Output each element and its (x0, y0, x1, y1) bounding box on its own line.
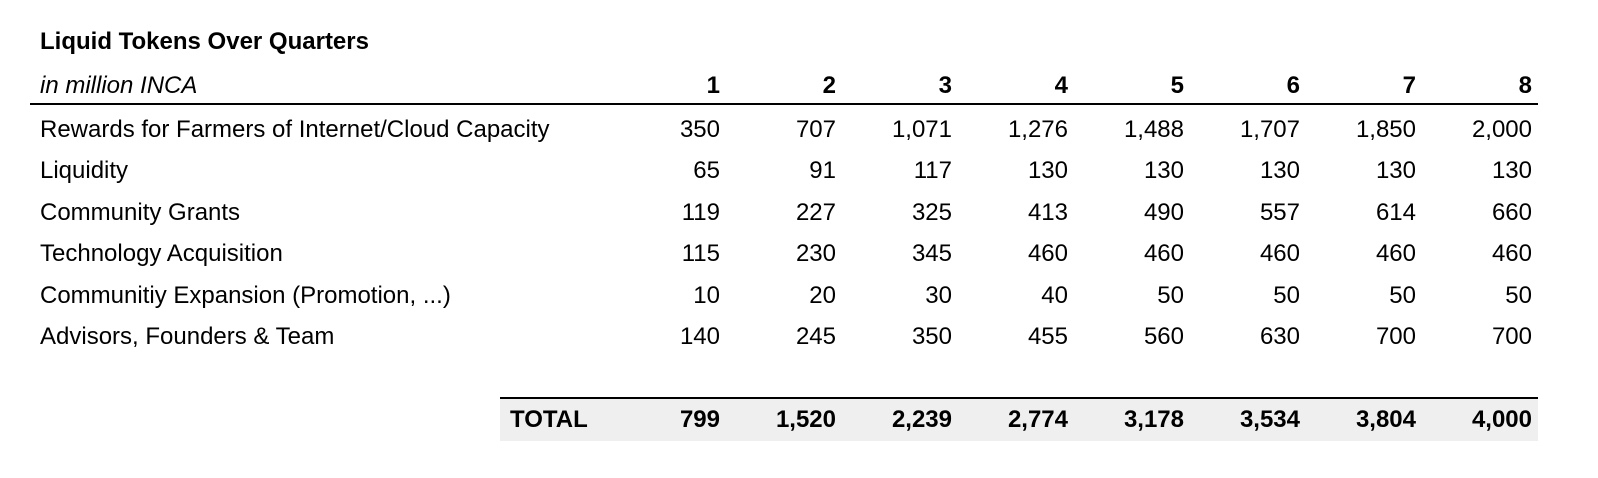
cell: 700 (1491, 323, 1532, 350)
column-header: 5 (1170, 72, 1184, 99)
cell: 130 (1375, 157, 1416, 185)
cell: 227 (795, 198, 836, 226)
cell: 614 (1375, 198, 1416, 226)
total-label: TOTAL (510, 406, 588, 433)
cell: 130 (1027, 157, 1068, 185)
row-label: Advisors, Founders & Team (40, 323, 335, 350)
header-rule (30, 103, 1538, 105)
column-header: 4 (1054, 72, 1068, 99)
cell: 130 (1143, 157, 1184, 185)
cell: 1,276 (1007, 116, 1068, 143)
column-header: 6 (1286, 72, 1300, 99)
total-rule (500, 397, 1538, 399)
cell: 230 (795, 240, 836, 268)
cell: 2,000 (1471, 116, 1532, 143)
cell: 117 (913, 157, 952, 185)
row-label: Community Grants (40, 198, 241, 226)
cell: 245 (795, 323, 836, 350)
total-cell: 799 (679, 406, 720, 433)
total-band (500, 399, 1538, 441)
row-label: Communitiy Expansion (Promotion, ...) (40, 281, 451, 309)
cell: 630 (1259, 323, 1300, 350)
cell: 660 (1491, 198, 1532, 226)
cell: 65 (693, 157, 720, 185)
cell: 455 (1027, 323, 1068, 350)
cell: 345 (911, 240, 952, 268)
row-label: Technology Acquisition (40, 240, 283, 268)
total-cell: 3,804 (1355, 406, 1416, 433)
column-header: 3 (938, 72, 952, 99)
cell: 1,707 (1239, 116, 1300, 143)
cell: 50 (1505, 281, 1532, 309)
cell: 140 (679, 323, 720, 350)
cell: 490 (1143, 198, 1184, 226)
cell: 460 (1027, 240, 1068, 268)
total-cell: 1,520 (775, 406, 836, 433)
cell: 460 (1143, 240, 1184, 268)
cell: 560 (1143, 323, 1184, 350)
subtitle: in million INCA (40, 72, 198, 99)
cell: 30 (925, 281, 952, 309)
cell: 1,850 (1355, 116, 1416, 143)
cell: 91 (809, 157, 836, 185)
column-header: 2 (822, 72, 836, 99)
cell: 50 (1389, 281, 1416, 309)
cell: 350 (679, 116, 720, 143)
cell: 10 (693, 281, 720, 309)
cell: 1,488 (1123, 116, 1184, 143)
total-cell: 2,239 (891, 406, 952, 433)
cell: 1,071 (891, 116, 952, 143)
cell: 130 (1491, 157, 1532, 185)
cell: 50 (1273, 281, 1300, 309)
row-label: Rewards for Farmers of Internet/Cloud Ca… (40, 116, 550, 143)
column-header: 1 (706, 72, 720, 99)
cell: 460 (1491, 240, 1532, 268)
cell: 325 (911, 198, 952, 226)
cell: 50 (1157, 281, 1184, 309)
total-cell: 3,534 (1239, 406, 1300, 433)
cell: 40 (1041, 281, 1068, 309)
row-label: Liquidity (40, 157, 129, 185)
cell: 115 (681, 240, 720, 268)
cell: 557 (1259, 198, 1300, 226)
column-header: 8 (1518, 72, 1532, 99)
cell: 413 (1027, 198, 1068, 226)
cell: 460 (1375, 240, 1416, 268)
total-cell: 4,000 (1471, 406, 1532, 433)
total-cell: 2,774 (1007, 406, 1068, 433)
cell: 707 (795, 116, 836, 143)
cell: 20 (809, 281, 836, 309)
cell: 350 (911, 323, 952, 350)
column-header: 7 (1402, 72, 1416, 99)
cell: 130 (1259, 157, 1300, 185)
cell: 119 (681, 198, 720, 226)
total-cell: 3,178 (1123, 406, 1184, 433)
cell: 460 (1259, 240, 1300, 268)
cell: 700 (1375, 323, 1416, 350)
title: Liquid Tokens Over Quarters (40, 28, 369, 55)
